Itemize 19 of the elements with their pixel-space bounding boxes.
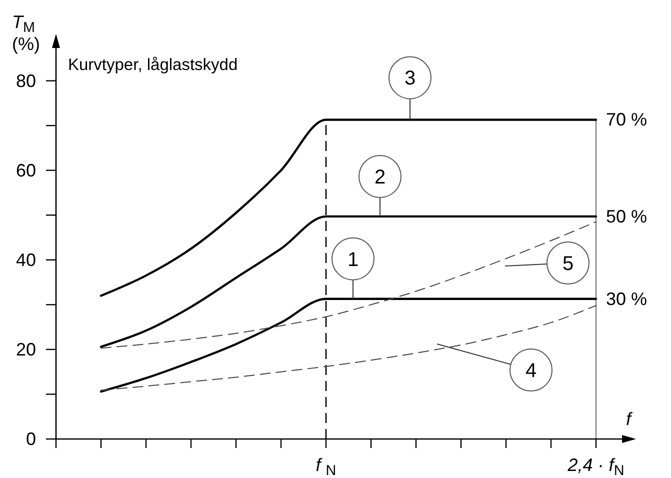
- annotation: 3: [404, 68, 416, 90]
- annotation: 1: [347, 248, 359, 271]
- annotation: 2: [374, 166, 386, 188]
- y-tick-label: 60: [16, 160, 36, 180]
- annotation: 70 %: [606, 110, 648, 130]
- y-tick-label: 40: [16, 250, 36, 270]
- text: Kurvtyper, låglastskydd: [68, 56, 238, 74]
- annotation: 50 %: [606, 206, 648, 226]
- line-series: [100, 118, 598, 297]
- y-tick-label: 20: [16, 339, 36, 360]
- y-axis-title: T$_{M}$ (%): [12, 12, 40, 54]
- annotation: 30 %: [606, 288, 648, 309]
- annotation: 4: [525, 360, 537, 382]
- y-tick-label: 80: [16, 70, 36, 91]
- y-tick-label: 0: [26, 429, 36, 449]
- x-tick-label: 2,4 · f$_{N}$: [566, 455, 624, 478]
- annotation: 5: [562, 253, 574, 275]
- x-axis-title: f: [626, 409, 633, 429]
- x-tick-label: f $_{N}$: [316, 455, 336, 478]
